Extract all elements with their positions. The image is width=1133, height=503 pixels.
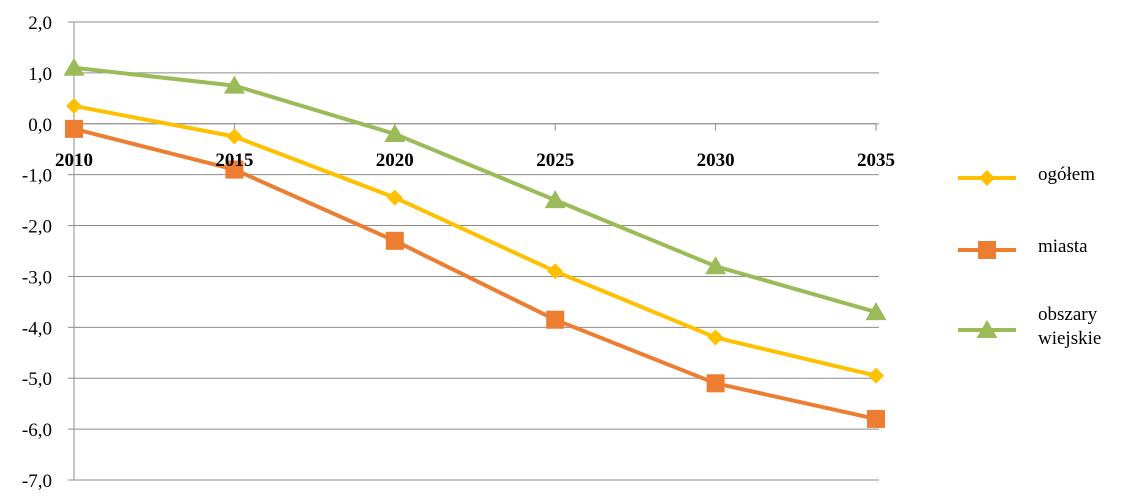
legend: ogółem miasta obszary wiejskie <box>958 164 1101 349</box>
y-tick-label: 0,0 <box>28 115 52 136</box>
data-point-triangle <box>544 190 566 209</box>
x-tick-labels: 2010 2015 2020 2025 2030 2035 <box>55 150 895 171</box>
legend-entry: ogółem <box>958 164 1095 186</box>
x-tick-label: 2010 <box>55 150 93 171</box>
gridlines <box>74 21 879 481</box>
y-tick-label: -2,0 <box>22 217 52 238</box>
y-tick-label: -3,0 <box>22 267 52 288</box>
series-line <box>73 65 877 314</box>
legend-entry: miasta <box>958 236 1088 259</box>
data-point-triangle <box>865 302 887 321</box>
data-point-square <box>385 231 404 250</box>
axes <box>68 21 877 481</box>
y-tick-label: -7,0 <box>22 471 52 492</box>
y-tick-labels: 2,0 1,0 0,0 -1,0 -2,0 -3,0 -4,0 -5,0 -6,0 -7,0 <box>22 13 52 492</box>
y-tick-label: -1,0 <box>22 166 52 187</box>
data-point-square <box>867 409 885 428</box>
legend-entry: obszary wiejskie <box>958 304 1101 349</box>
data-point-square <box>65 119 83 138</box>
data-point-diamond <box>226 128 243 145</box>
data-point-diamond <box>547 263 564 280</box>
series-line <box>73 104 877 378</box>
x-tick-label: 2035 <box>857 150 895 171</box>
data-point-diamond <box>386 189 403 206</box>
y-tick-label: -5,0 <box>22 369 52 390</box>
series-line <box>73 126 877 421</box>
data-point-square <box>546 310 565 329</box>
x-tick-label: 2015 <box>215 150 253 171</box>
y-tick-label: 1,0 <box>28 64 52 85</box>
data-point-diamond <box>66 97 82 114</box>
data-point-diamond <box>707 329 724 346</box>
series-1 <box>66 97 884 384</box>
legend-label: ogółem <box>1038 164 1095 185</box>
data-point-triangle <box>223 75 245 94</box>
data-point-square <box>978 241 996 259</box>
x-tick-label: 2025 <box>536 150 574 171</box>
y-tick-label: 2,0 <box>28 13 52 34</box>
legend-label: miasta <box>1038 236 1088 257</box>
legend-label: wiejskie <box>1038 328 1101 349</box>
series-2 <box>65 119 885 428</box>
data-point-triangle <box>63 57 85 76</box>
data-point-diamond <box>979 170 995 186</box>
legend-label: obszary <box>1038 304 1098 325</box>
series-lines <box>63 57 887 428</box>
y-tick-label: -4,0 <box>22 318 52 339</box>
data-point-triangle <box>976 320 998 338</box>
series-3 <box>63 57 887 321</box>
x-tick-label: 2020 <box>376 150 414 171</box>
data-point-square <box>706 374 725 393</box>
data-point-diamond <box>868 367 884 384</box>
data-point-triangle <box>705 256 727 275</box>
data-point-triangle <box>384 123 406 142</box>
y-tick-label: -6,0 <box>22 420 52 441</box>
data-point-square <box>225 160 244 179</box>
x-tick-label: 2030 <box>697 150 735 171</box>
